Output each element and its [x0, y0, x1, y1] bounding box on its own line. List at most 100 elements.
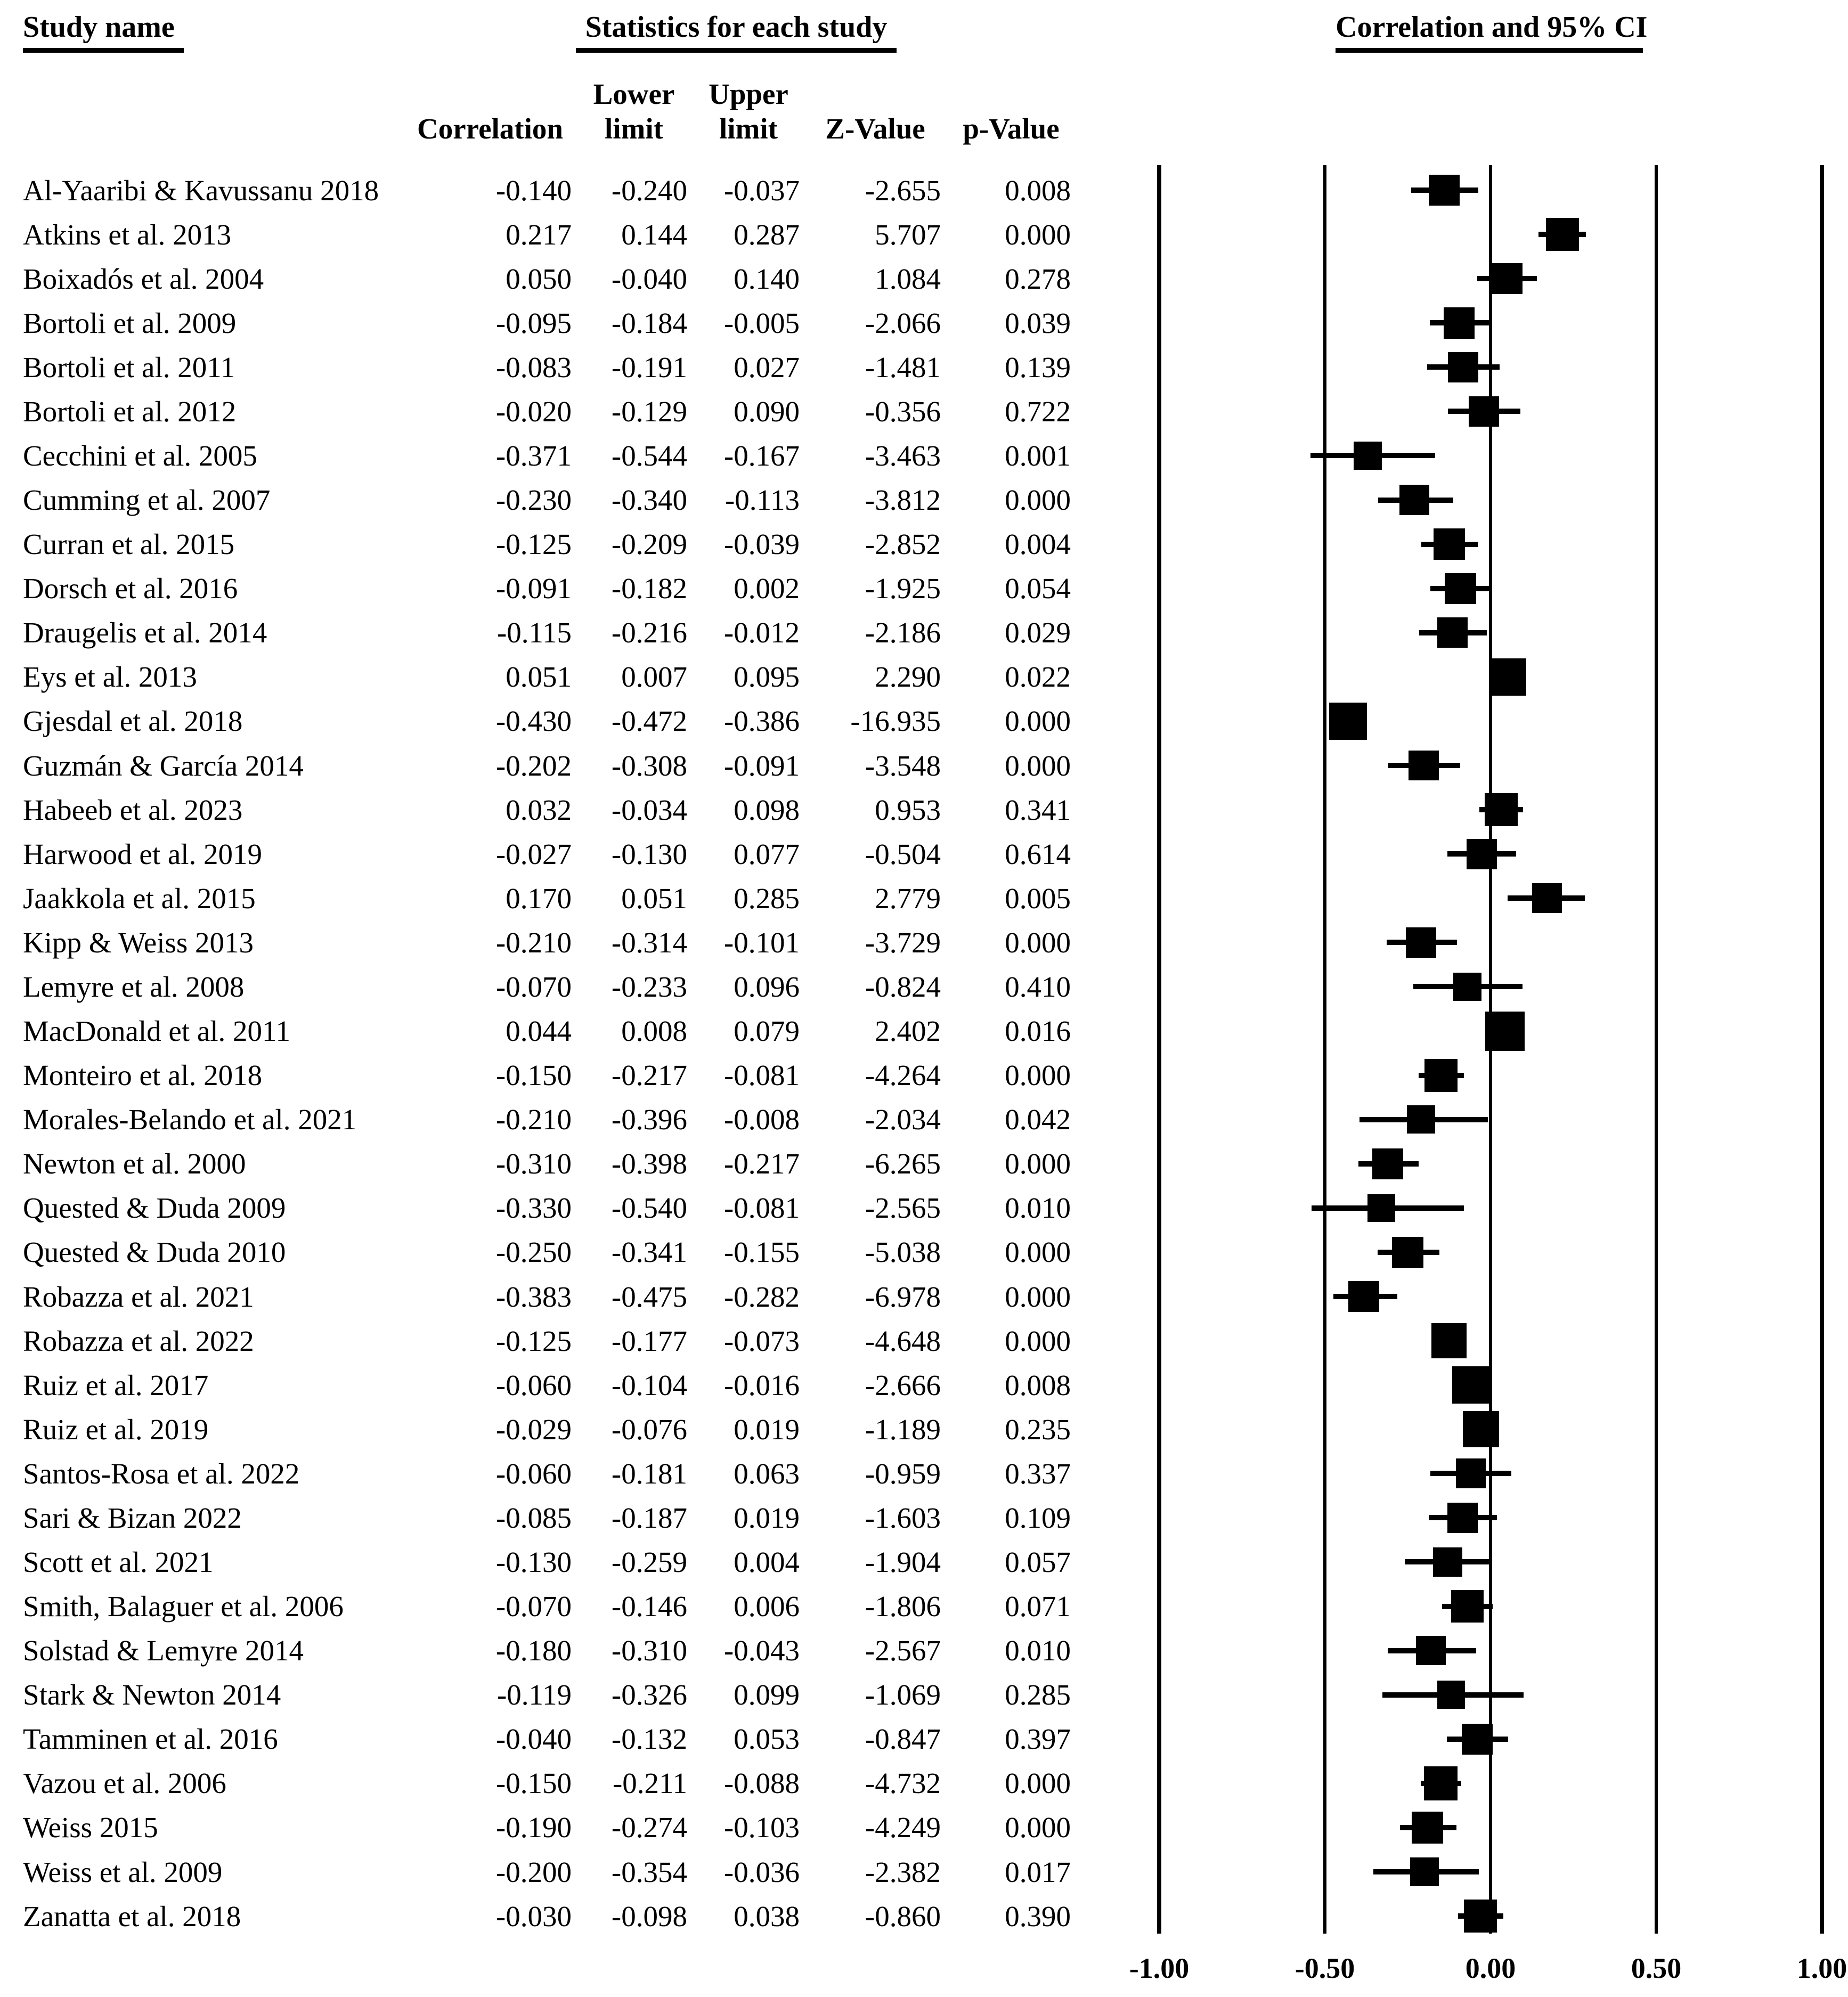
correlation-value: -0.430 — [495, 705, 572, 738]
upper-limit-value: 0.095 — [734, 661, 800, 694]
upper-limit-value: -0.008 — [723, 1103, 800, 1136]
study-row: Kipp & Weiss 2013 -0.210 -0.314 -0.101 -3.72… — [0, 920, 1119, 965]
p-value: 0.390 — [1005, 1900, 1071, 1933]
column-header-upper: Upper — [709, 78, 788, 110]
z-value: -2.666 — [865, 1368, 941, 1401]
study-row: Weiss et al. 2009 -0.200 -0.354 -0.036 -2.38… — [0, 1850, 1119, 1894]
study-name: Robazza et al. 2021 — [23, 1280, 254, 1313]
upper-limit-value: 0.077 — [734, 837, 800, 870]
study-row: Guzmán & García 2014 -0.202 -0.308 -0.091 -3… — [0, 744, 1119, 788]
z-value: -2.186 — [865, 616, 941, 649]
p-value: 0.722 — [1005, 395, 1071, 428]
study-row: Robazza et al. 2021 -0.383 -0.475 -0.282 -6.… — [0, 1275, 1119, 1319]
lower-limit-value: 0.008 — [621, 1015, 687, 1048]
lower-limit-value: -0.475 — [611, 1280, 687, 1313]
p-value: 0.341 — [1005, 793, 1071, 826]
z-value: -4.732 — [865, 1767, 941, 1800]
correlation-value: -0.210 — [495, 1103, 572, 1136]
plot-gridline — [1323, 165, 1326, 1934]
effect-size-box — [1424, 1058, 1458, 1092]
effect-size-box — [1546, 218, 1579, 251]
effect-size-box — [1485, 1011, 1525, 1051]
study-name: Atkins et al. 2013 — [23, 218, 232, 251]
p-value: 0.000 — [1005, 1811, 1071, 1844]
x-axis-tick-label: 0.50 — [1631, 1952, 1682, 1984]
effect-size-box — [1464, 1900, 1497, 1933]
effect-size-box — [1372, 1148, 1404, 1179]
z-value: 2.779 — [875, 882, 941, 915]
effect-size-box — [1410, 1857, 1439, 1887]
study-name: Newton et al. 2000 — [23, 1147, 246, 1180]
lower-limit-value: -0.308 — [611, 749, 687, 782]
lower-limit-value: -0.181 — [611, 1457, 687, 1490]
p-value: 0.285 — [1005, 1678, 1071, 1711]
study-name-underline — [23, 48, 184, 53]
p-value: 0.235 — [1005, 1413, 1071, 1446]
lower-limit-value: -0.129 — [611, 395, 687, 428]
z-value: -0.847 — [865, 1723, 941, 1756]
plot-gridline — [1655, 165, 1658, 1934]
effect-size-box — [1432, 1547, 1462, 1577]
z-value: 5.707 — [875, 218, 941, 251]
lower-limit-value: -0.310 — [611, 1634, 687, 1667]
p-value: 0.016 — [1005, 1015, 1071, 1048]
z-value: -2.655 — [865, 174, 941, 207]
p-value: 0.071 — [1005, 1590, 1071, 1623]
p-value: 0.000 — [1005, 1147, 1071, 1180]
effect-size-box — [1488, 658, 1526, 696]
lower-limit-value: -0.398 — [611, 1147, 687, 1180]
z-value: -2.034 — [865, 1103, 941, 1136]
upper-limit-value: 0.140 — [734, 262, 800, 295]
study-name: Harwood et al. 2019 — [23, 837, 263, 870]
p-value: 0.139 — [1005, 351, 1071, 384]
study-name: Boixadós et al. 2004 — [23, 262, 264, 295]
p-value: 0.039 — [1005, 306, 1071, 339]
correlation-value: 0.170 — [506, 882, 572, 915]
p-value: 0.042 — [1005, 1103, 1071, 1136]
effect-size-box — [1405, 927, 1436, 958]
upper-limit-value: -0.037 — [723, 174, 800, 207]
upper-limit-value: 0.053 — [734, 1723, 800, 1756]
study-name: Guzmán & García 2014 — [23, 749, 304, 782]
effect-size-box — [1448, 352, 1478, 382]
z-value: 1.084 — [875, 262, 941, 295]
upper-limit-value: 0.098 — [734, 793, 800, 826]
upper-limit-value: -0.036 — [723, 1855, 800, 1888]
upper-limit-value: -0.217 — [723, 1147, 800, 1180]
p-value: 0.017 — [1005, 1855, 1071, 1888]
p-value: 0.000 — [1005, 1059, 1071, 1092]
effect-size-box — [1429, 175, 1460, 206]
effect-size-box — [1462, 1411, 1499, 1448]
effect-size-box — [1367, 1194, 1395, 1222]
z-value: -2.852 — [865, 528, 941, 561]
p-value: 0.337 — [1005, 1457, 1071, 1490]
study-name: Bortoli et al. 2009 — [23, 306, 237, 339]
z-value: -3.729 — [865, 926, 941, 959]
correlation-value: -0.250 — [495, 1236, 572, 1269]
z-value: -0.959 — [865, 1457, 941, 1490]
correlation-value: -0.150 — [495, 1767, 572, 1800]
study-row: MacDonald et al. 2011 0.044 0.008 0.079 2.40… — [0, 1009, 1119, 1053]
lower-limit-value: -0.132 — [611, 1723, 687, 1756]
z-value: -1.189 — [865, 1413, 941, 1446]
correlation-value: -0.125 — [495, 1324, 572, 1357]
lower-limit-value: 0.051 — [621, 882, 687, 915]
z-value: -3.812 — [865, 484, 941, 517]
p-value: 0.000 — [1005, 1767, 1071, 1800]
upper-limit-value: -0.103 — [723, 1811, 800, 1844]
z-value: -2.565 — [865, 1192, 941, 1225]
plot-gridline — [1820, 165, 1824, 1934]
correlation-value: 0.050 — [506, 262, 572, 295]
lower-limit-value: -0.211 — [612, 1767, 687, 1800]
study-name: Vazou et al. 2006 — [23, 1767, 226, 1800]
effect-size-box — [1329, 702, 1367, 740]
p-value: 0.000 — [1005, 1236, 1071, 1269]
p-value: 0.614 — [1005, 837, 1071, 870]
effect-size-box — [1491, 263, 1523, 295]
z-value: -4.249 — [865, 1811, 941, 1844]
study-row: Lemyre et al. 2008 -0.070 -0.233 0.096 -0.82… — [0, 965, 1119, 1009]
correlation-value: -0.180 — [495, 1634, 572, 1667]
lower-limit-value: -0.146 — [611, 1590, 687, 1623]
study-row: Jaakkola et al. 2015 0.170 0.051 0.285 2.779… — [0, 876, 1119, 920]
lower-limit-value: -0.104 — [611, 1368, 687, 1401]
